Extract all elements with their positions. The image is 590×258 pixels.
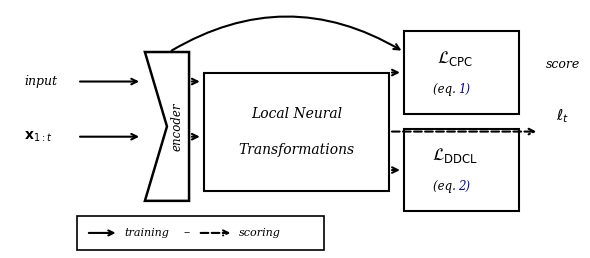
Text: 2): 2) xyxy=(458,180,470,193)
Text: Transformations: Transformations xyxy=(238,142,355,157)
Text: (eq.: (eq. xyxy=(433,83,458,96)
Text: 1): 1) xyxy=(458,83,470,96)
Text: training: training xyxy=(124,228,169,238)
Text: $\mathcal{L}_{\mathrm{CPC}}$: $\mathcal{L}_{\mathrm{CPC}}$ xyxy=(437,49,474,68)
FancyBboxPatch shape xyxy=(404,31,519,114)
Text: score: score xyxy=(546,58,580,71)
FancyBboxPatch shape xyxy=(204,72,389,191)
Text: input: input xyxy=(24,75,57,88)
Text: encoder: encoder xyxy=(170,102,183,151)
Text: scoring: scoring xyxy=(239,228,281,238)
Text: $\ell_t$: $\ell_t$ xyxy=(556,107,569,125)
Text: $\mathcal{L}_{\mathrm{DDCL}}$: $\mathcal{L}_{\mathrm{DDCL}}$ xyxy=(432,147,478,165)
Text: –: – xyxy=(183,227,189,239)
Text: Local Neural: Local Neural xyxy=(251,107,342,120)
FancyBboxPatch shape xyxy=(77,216,325,249)
Text: (eq.: (eq. xyxy=(433,180,458,193)
Polygon shape xyxy=(145,52,189,201)
Text: $\mathbf{x}_{1:t}$: $\mathbf{x}_{1:t}$ xyxy=(24,130,53,144)
FancyBboxPatch shape xyxy=(404,129,519,211)
